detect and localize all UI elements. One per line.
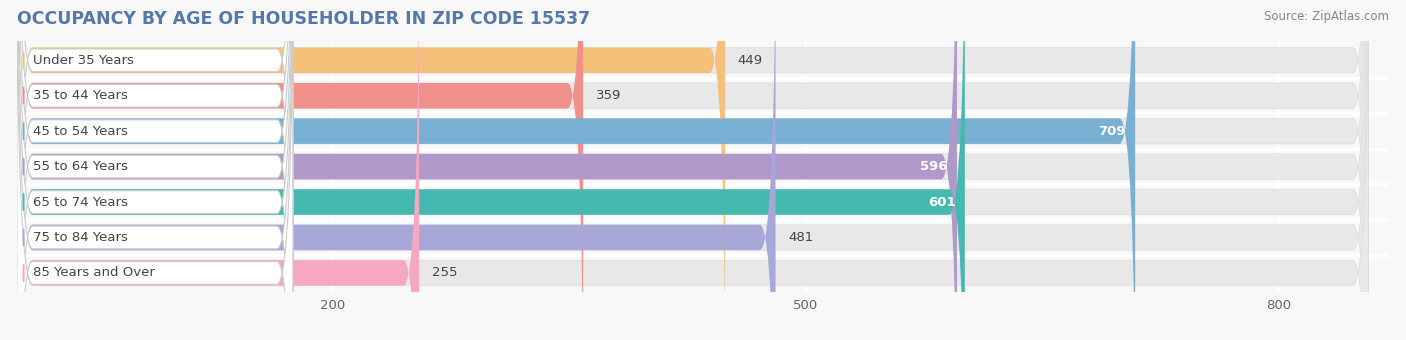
FancyBboxPatch shape xyxy=(17,0,1368,340)
FancyBboxPatch shape xyxy=(17,0,1368,340)
Text: OCCUPANCY BY AGE OF HOUSEHOLDER IN ZIP CODE 15537: OCCUPANCY BY AGE OF HOUSEHOLDER IN ZIP C… xyxy=(17,10,591,28)
Text: 709: 709 xyxy=(1098,125,1126,138)
FancyBboxPatch shape xyxy=(17,0,1368,340)
Text: 45 to 54 Years: 45 to 54 Years xyxy=(34,125,128,138)
Text: 481: 481 xyxy=(789,231,814,244)
FancyBboxPatch shape xyxy=(17,0,725,340)
Text: 75 to 84 Years: 75 to 84 Years xyxy=(34,231,128,244)
FancyBboxPatch shape xyxy=(17,0,292,340)
FancyBboxPatch shape xyxy=(17,0,1368,340)
Text: 85 Years and Over: 85 Years and Over xyxy=(34,267,155,279)
FancyBboxPatch shape xyxy=(17,0,419,340)
FancyBboxPatch shape xyxy=(17,0,1368,340)
FancyBboxPatch shape xyxy=(17,0,583,340)
FancyBboxPatch shape xyxy=(17,0,776,340)
Text: Source: ZipAtlas.com: Source: ZipAtlas.com xyxy=(1264,10,1389,23)
Text: 55 to 64 Years: 55 to 64 Years xyxy=(34,160,128,173)
FancyBboxPatch shape xyxy=(17,0,292,340)
FancyBboxPatch shape xyxy=(17,0,1368,340)
Text: 65 to 74 Years: 65 to 74 Years xyxy=(34,195,128,208)
Text: 601: 601 xyxy=(928,195,955,208)
FancyBboxPatch shape xyxy=(17,0,292,340)
FancyBboxPatch shape xyxy=(17,0,292,340)
Text: Under 35 Years: Under 35 Years xyxy=(34,54,135,67)
Text: 359: 359 xyxy=(596,89,621,102)
Text: 596: 596 xyxy=(920,160,948,173)
FancyBboxPatch shape xyxy=(17,0,957,340)
Text: 255: 255 xyxy=(432,267,457,279)
Text: 449: 449 xyxy=(738,54,763,67)
Text: 35 to 44 Years: 35 to 44 Years xyxy=(34,89,128,102)
FancyBboxPatch shape xyxy=(17,0,292,340)
FancyBboxPatch shape xyxy=(17,0,1135,340)
FancyBboxPatch shape xyxy=(17,0,965,340)
FancyBboxPatch shape xyxy=(17,0,1368,340)
FancyBboxPatch shape xyxy=(17,0,292,340)
FancyBboxPatch shape xyxy=(17,0,292,340)
